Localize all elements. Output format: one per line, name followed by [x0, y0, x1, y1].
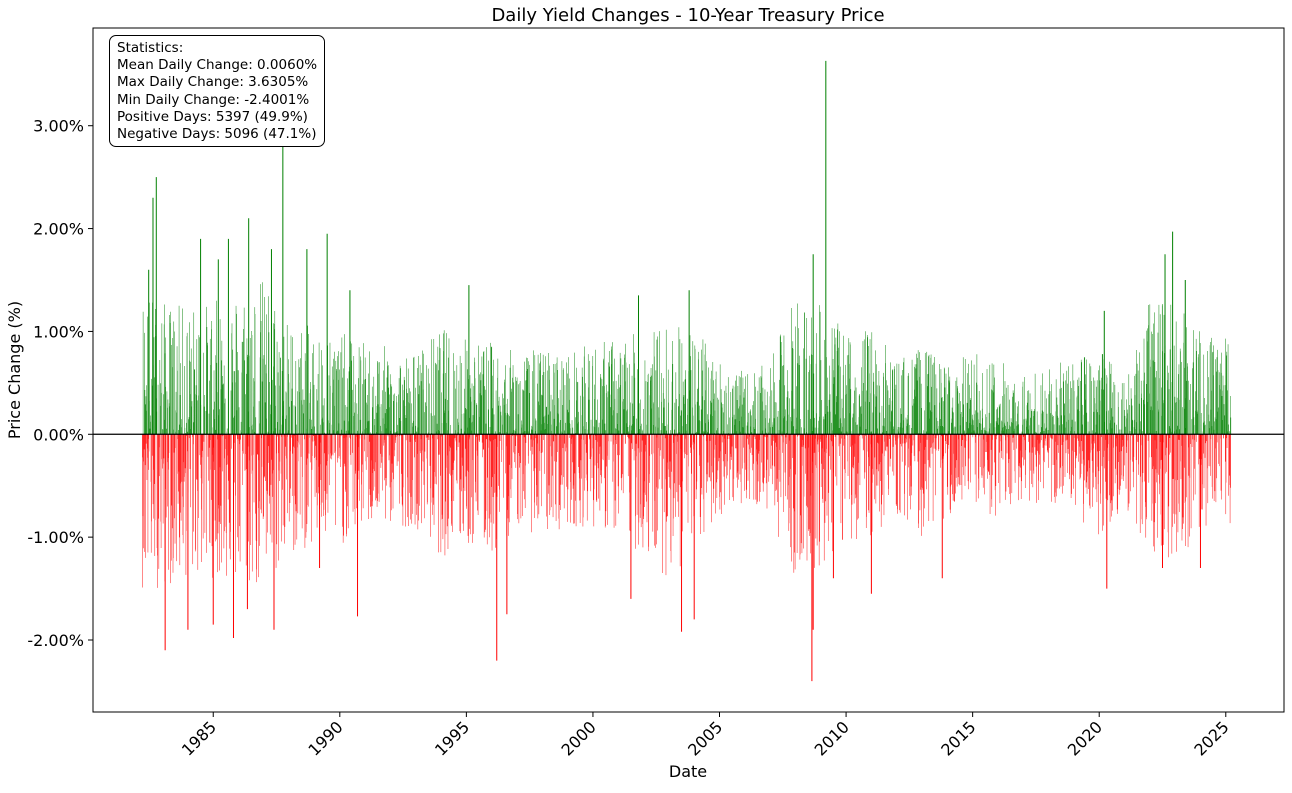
chart-title: Daily Yield Changes - 10-Year Treasury P… — [491, 5, 884, 26]
statistics-annotation: Statistics: Mean Daily Change: 0.0060% M… — [109, 35, 325, 147]
x-tick-label: 2025 — [1190, 717, 1232, 759]
positive-change-bars — [142, 282, 1232, 435]
x-tick-label: 2005 — [684, 717, 726, 759]
x-tick-label: 1995 — [431, 717, 473, 759]
x-tick-label: 2015 — [937, 717, 979, 759]
x-tick-label: 2000 — [558, 717, 600, 759]
stats-positive-days: Positive Days: 5397 (49.9%) — [117, 108, 308, 125]
x-tick-label: 2010 — [811, 717, 853, 759]
plot-frame — [92, 27, 1285, 713]
x-tick-label: 1985 — [178, 717, 220, 759]
y-tick-label: 2.00% — [33, 220, 84, 239]
y-tick-label: 3.00% — [33, 117, 84, 136]
stats-heading: Statistics: — [117, 40, 184, 56]
stats-mean: Mean Daily Change: 0.0060% — [117, 57, 318, 74]
stats-min: Min Daily Change: -2.4001% — [117, 91, 310, 108]
x-axis-label: Date — [669, 762, 707, 781]
x-tick-label: 2020 — [1064, 717, 1106, 759]
negative-change-bars — [142, 434, 1231, 588]
y-tick-label: 0.00% — [33, 425, 84, 444]
y-tick-label: -2.00% — [27, 631, 84, 650]
x-tick-label: 1990 — [304, 717, 346, 759]
y-axis-label: Price Change (%) — [5, 301, 24, 439]
stats-max: Max Daily Change: 3.6305% — [117, 74, 309, 91]
y-tick-label: -1.00% — [27, 528, 84, 547]
y-tick-label: 1.00% — [33, 322, 84, 341]
y-axis: -2.00% -1.00% 0.00% 1.00% 2.00% 3.00% — [27, 117, 93, 650]
stats-negative-days: Negative Days: 5096 (47.1%) — [117, 126, 317, 143]
bars-layer — [142, 60, 1232, 682]
x-axis: 1985 1990 1995 2000 2005 2010 2015 2020 2025 — [178, 712, 1233, 760]
